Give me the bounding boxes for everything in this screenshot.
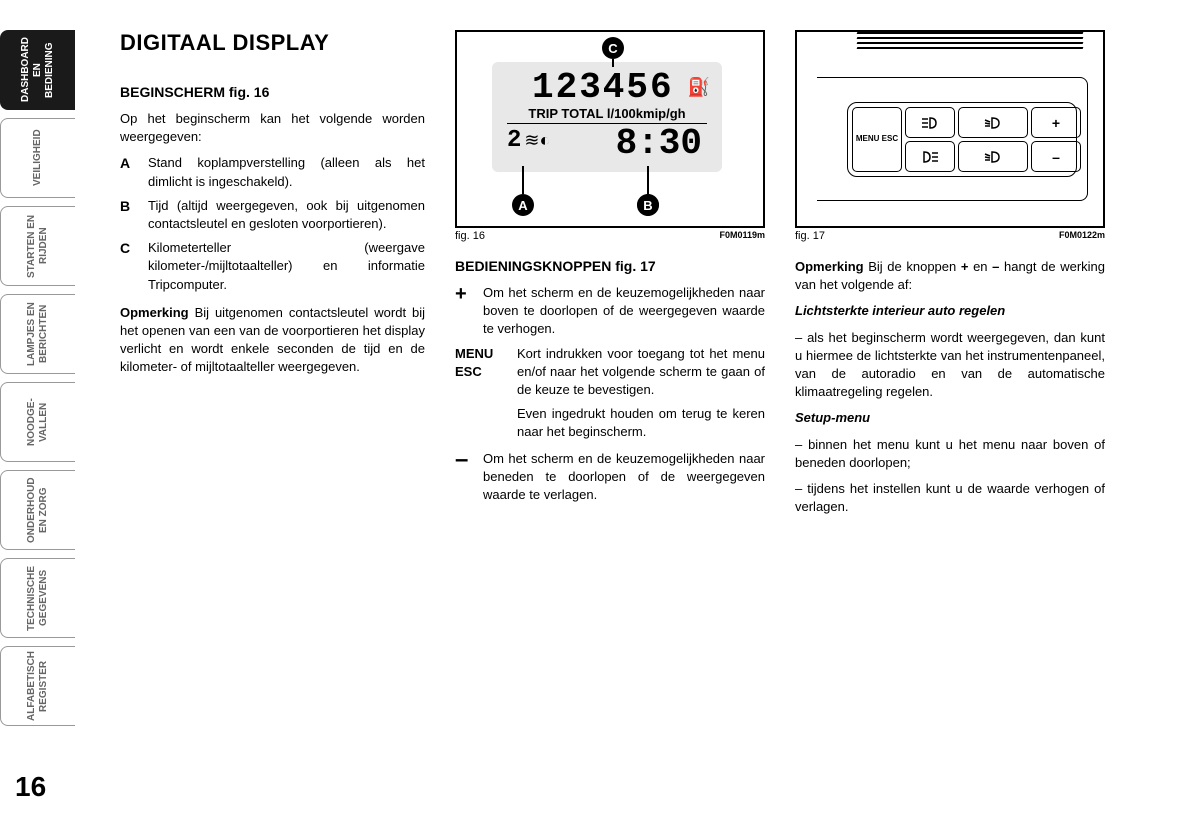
tab-veiligheid[interactable]: VEILIGHEID (0, 118, 75, 198)
section-bedieningsknoppen: BEDIENINGSKNOPPEN fig. 17 (455, 258, 765, 274)
fig17-caption: fig. 17 F0M0122m (795, 230, 1105, 242)
sec-setup-text2: – tijdens het instellen kunt u de waarde… (795, 480, 1105, 516)
def-item-a: A Stand koplampverstelling (alleen als h… (120, 154, 425, 190)
plus-text: Om het scherm en de keuzemogelijkheden n… (483, 284, 765, 339)
def-menu-esc: MENU ESC Kort indrukken voor toegang tot… (455, 345, 765, 400)
def-text-c: Kilometerteller (weergave kilometer-/mij… (148, 239, 425, 294)
fuel-icon: ⛽ (688, 77, 710, 98)
callout-line-b (647, 166, 649, 194)
def-item-b: B Tijd (altijd weergegeven, ook bij uitg… (120, 197, 425, 233)
callout-b: B (637, 194, 659, 216)
page-title: DIGITAAL DISPLAY (120, 30, 425, 56)
definition-list-abc: A Stand koplampverstelling (alleen als h… (120, 154, 425, 293)
sidebar-tabs: DASHBOARD EN BEDIENING VEILIGHEID STARTE… (0, 30, 80, 726)
button-definition-list: + Om het scherm en de keuzemogelijkheden… (455, 284, 765, 504)
minus-text: Om het scherm en de keuzemogelijkheden n… (483, 450, 765, 505)
sec-lichtsterkte-text: – als het beginscherm wordt weergegeven,… (795, 329, 1105, 402)
lcd-odometer: 123456 (532, 67, 674, 108)
headlamp-dir-button (958, 141, 1028, 172)
plus-button: + (1031, 107, 1081, 138)
main-content: DIGITAAL DISPLAY BEGINSCHERM fig. 16 Op … (120, 30, 1170, 524)
tab-register[interactable]: ALFABETISCH REGISTER (0, 646, 75, 726)
tab-dashboard[interactable]: DASHBOARD EN BEDIENING (0, 30, 75, 110)
intro-text: Op het beginscherm kan het volgende word… (120, 110, 425, 146)
dashboard-illustration: + MENU ESC – (797, 32, 1103, 226)
lcd-screen: 123456 ⛽ TRIP TOTAL l/100kmip/gh 2 ≋◐ 8:… (492, 62, 722, 172)
lcd-trip-label: TRIP TOTAL l/100kmip/gh (507, 106, 707, 124)
figure-17: + MENU ESC – (795, 30, 1105, 228)
note-opmerking-1: Opmerking Bij uitgenomen contactsleutel … (120, 304, 425, 377)
sec-setup-title: Setup-menu (795, 409, 1105, 427)
minus-label: – (455, 450, 483, 505)
tab-starten[interactable]: STARTEN EN RIJDEN (0, 206, 75, 286)
minus-button: – (1031, 141, 1081, 172)
tab-onderhoud[interactable]: ONDERHOUD EN ZORG (0, 470, 75, 550)
headlamp-icon: ≋◐ (524, 130, 550, 151)
plus-label: + (455, 284, 483, 339)
sec-setup-text1: – binnen het menu kunt u het menu naar b… (795, 436, 1105, 472)
callout-c: C (602, 37, 624, 59)
tab-lampjes[interactable]: LAMPJES EN BERICHTEN (0, 294, 75, 374)
menu-esc-label: MENU ESC (455, 345, 517, 400)
callout-line-c (612, 59, 614, 67)
def-text-b: Tijd (altijd weergegeven, ook bij uitgen… (148, 197, 425, 233)
def-item-c: C Kilometerteller (weergave kilometer-/m… (120, 239, 425, 294)
button-panel: + MENU ESC – (847, 102, 1077, 177)
column-3: + MENU ESC – fig. 17 F0M0122m Opmerking … (795, 30, 1105, 524)
sec-lichtsterkte-title: Lichtsterkte interieur auto regelen (795, 302, 1105, 320)
tab-technische[interactable]: TECHNISCHE GEGEVENS (0, 558, 75, 638)
rear-fog-button (905, 141, 955, 172)
callout-a: A (512, 194, 534, 216)
menu-esc-extra: Even ingedrukt houden om terug te keren … (517, 405, 765, 441)
def-label-b: B (120, 197, 148, 233)
low-beam-button (958, 107, 1028, 138)
lcd-headlamp-level: 2 ≋◐ (507, 127, 550, 154)
def-label-a: A (120, 154, 148, 190)
callout-line-a (522, 166, 524, 194)
menu-esc-text: Kort indrukken voor toegang tot het menu… (517, 345, 765, 400)
def-text-a: Stand koplampverstelling (alleen als het… (148, 154, 425, 190)
menu-esc-button: MENU ESC (852, 107, 902, 172)
def-minus: – Om het scherm en de keuzemogelijkheden… (455, 450, 765, 505)
def-plus: + Om het scherm en de keuzemogelijkheden… (455, 284, 765, 339)
section-beginscherm: BEGINSCHERM fig. 16 (120, 84, 425, 100)
lcd-time: 8:30 (616, 123, 702, 164)
vent-grille (857, 30, 1083, 57)
front-fog-button (905, 107, 955, 138)
column-2: 123456 ⛽ TRIP TOTAL l/100kmip/gh 2 ≋◐ 8:… (455, 30, 765, 524)
def-label-c: C (120, 239, 148, 294)
note-opmerking-2: Opmerking Bij de knoppen + en – hangt de… (795, 258, 1105, 294)
column-1: DIGITAAL DISPLAY BEGINSCHERM fig. 16 Op … (120, 30, 425, 524)
fig16-caption: fig. 16 F0M0119m (455, 230, 765, 242)
figure-16: 123456 ⛽ TRIP TOTAL l/100kmip/gh 2 ≋◐ 8:… (455, 30, 765, 228)
tab-noodgevallen[interactable]: NOODGE-VALLEN (0, 382, 75, 462)
page-number: 16 (15, 771, 46, 803)
